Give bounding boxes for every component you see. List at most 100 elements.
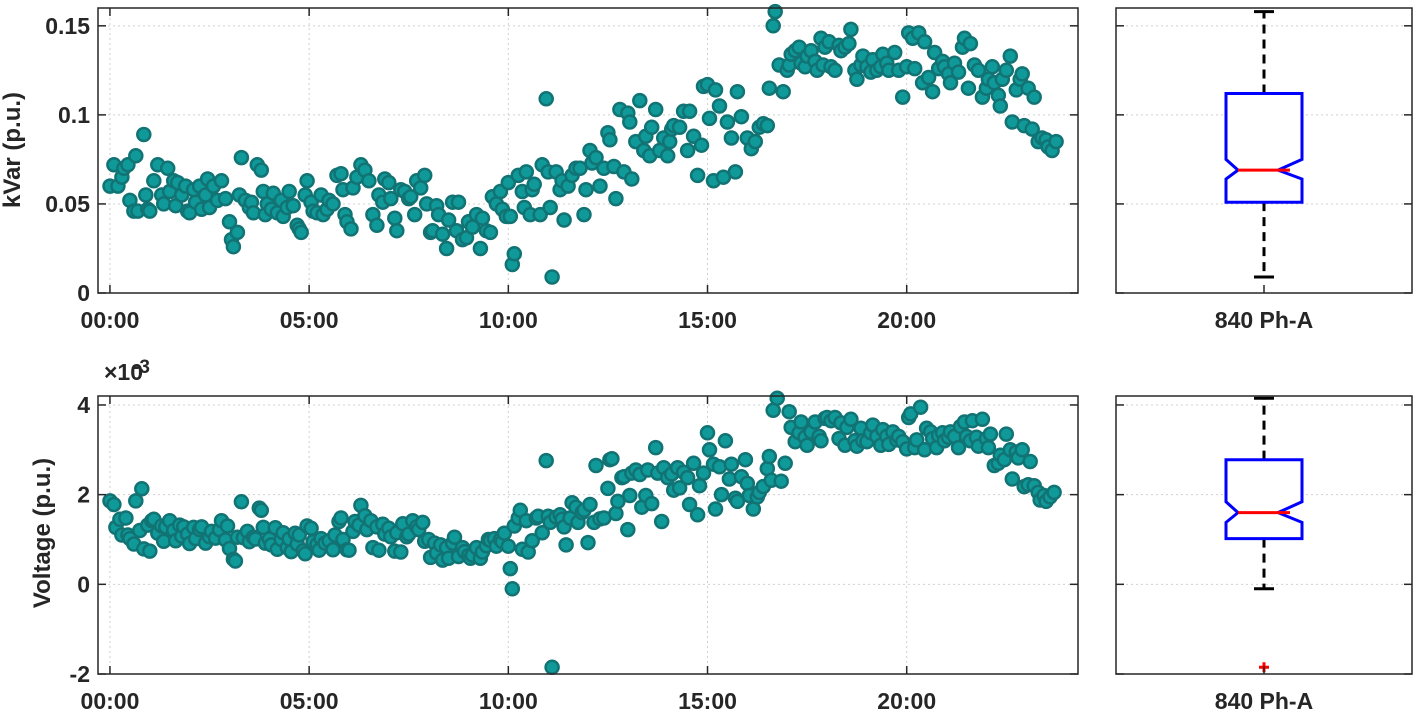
voltage-data-point: [297, 546, 313, 562]
kvar-data-point: [472, 240, 489, 257]
kvar-data-point: [920, 69, 937, 86]
kvar-data-point: [578, 181, 594, 198]
voltage-data-point: [723, 456, 740, 472]
kvar-xtick-label: 15:00: [678, 307, 737, 333]
voltage-data-point: [974, 411, 991, 428]
voltage-boxplot-panel: 840 Ph-A: [1115, 395, 1413, 712]
kvar-data-point: [924, 83, 941, 100]
voltage-data-point: [912, 399, 929, 415]
kvar-data-point: [229, 224, 246, 241]
kvar-data-point: [285, 197, 301, 214]
kvar-data-point: [906, 60, 923, 77]
voltage-data-point: [713, 486, 730, 503]
kvar-data-point: [542, 199, 558, 216]
voltage-data-point: [643, 495, 660, 512]
voltage-data-point: [998, 426, 1015, 442]
voltage-data-point: [233, 494, 250, 510]
voltage-data-point: [813, 433, 829, 449]
voltage-ytick-label: 2: [77, 482, 90, 508]
kvar-data-point: [719, 114, 736, 130]
voltage-data-point: [622, 487, 638, 504]
voltage-data-point: [707, 501, 724, 517]
kvar-data-point: [136, 126, 152, 143]
kvar-xtick-label: 10:00: [479, 307, 538, 333]
voltage-data-point: [393, 544, 409, 560]
voltage-data-point: [325, 542, 341, 558]
kvar-data-point: [592, 178, 608, 194]
voltage-data-point: [534, 525, 550, 541]
voltage-axes-frame: [97, 395, 1079, 675]
voltage-data-point: [118, 510, 134, 526]
voltage-data-point: [538, 452, 554, 469]
kvar-data-point: [253, 162, 270, 178]
kvar-box-box: [1224, 92, 1304, 204]
kvar-data-point: [960, 80, 977, 96]
voltage-data-point: [582, 496, 598, 513]
voltage-data-point: [1014, 442, 1030, 458]
kvar-data-point: [608, 190, 624, 207]
voltage-data-point: [769, 390, 785, 406]
voltage-data-point: [610, 493, 626, 510]
kvar-data-point: [759, 117, 776, 134]
kvar-data-point: [438, 240, 455, 257]
kvar-data-point: [588, 149, 604, 166]
kvar-data-point: [281, 183, 297, 200]
kvar-data-point: [942, 75, 959, 91]
kvar-data-point: [159, 160, 176, 177]
kvar-data-point: [916, 34, 933, 50]
kvar-data-point: [761, 80, 778, 96]
kvar-data-point: [1024, 121, 1040, 137]
kvar-data-point: [733, 108, 750, 125]
voltage-data-point: [558, 537, 574, 553]
kvar-scatter-panel: 00:00 05:00 10:00 15:00 20:00 0 0.05 0.1 0.15: [45, 3, 1079, 333]
kvar-data-point: [632, 92, 648, 109]
kvar-data-point: [506, 246, 523, 262]
kvar-data-point: [544, 269, 560, 285]
kvar-data-point: [412, 180, 429, 196]
kvar-data-point: [416, 167, 433, 184]
kvar-data-point: [1014, 66, 1030, 82]
kvar-data-point: [747, 133, 764, 150]
voltage-data-point: [588, 457, 604, 474]
kvar-data-point: [894, 89, 911, 105]
kvar-xtick-label: 20:00: [877, 307, 936, 333]
kvar-box-xtick-label: 840 Ph-A: [1215, 307, 1313, 333]
kvar-data-point: [767, 3, 783, 20]
voltage-data-point: [333, 510, 349, 526]
voltage-y-axis-label: Voltage (p.u.): [29, 458, 56, 608]
kvar-data-point: [138, 187, 154, 203]
voltage-data-point: [729, 493, 746, 510]
kvar-data-point: [624, 171, 640, 187]
voltage-data-point: [414, 514, 431, 531]
kvar-ytick-label: 0.05: [45, 191, 90, 217]
kvar-data-point: [886, 44, 903, 61]
kvar-axes-frame: [97, 7, 1079, 294]
voltage-data-point: [1046, 484, 1062, 501]
voltage-data-point: [695, 465, 712, 481]
voltage-data-point: [781, 403, 797, 420]
voltage-data-point: [685, 455, 702, 472]
voltage-data-point: [341, 542, 357, 558]
kvar-ytick-label: 0.1: [58, 102, 90, 128]
voltage-data-point: [773, 473, 789, 489]
voltage-data-point: [106, 496, 122, 513]
kvar-data-point: [383, 190, 399, 207]
voltage-data-point: [219, 518, 236, 534]
voltage-data-point: [908, 432, 925, 448]
kvar-data-point: [849, 71, 865, 88]
kvar-data-point: [217, 190, 234, 207]
kvar-data-point: [450, 194, 467, 210]
voltage-xtick-label: 20:00: [877, 688, 936, 712]
voltage-data-point: [524, 533, 540, 549]
kvar-data-point: [671, 119, 688, 136]
voltage-data-point: [604, 451, 620, 467]
voltage-data-point: [142, 543, 158, 559]
kvar-data-point: [402, 189, 419, 205]
kvar-data-point: [381, 174, 397, 191]
kvar-data-point: [1026, 89, 1042, 105]
kvar-data-point: [622, 114, 638, 130]
kvar-data-point: [647, 101, 664, 118]
kvar-data-point: [843, 21, 859, 38]
kvar-data-point: [1048, 133, 1064, 150]
